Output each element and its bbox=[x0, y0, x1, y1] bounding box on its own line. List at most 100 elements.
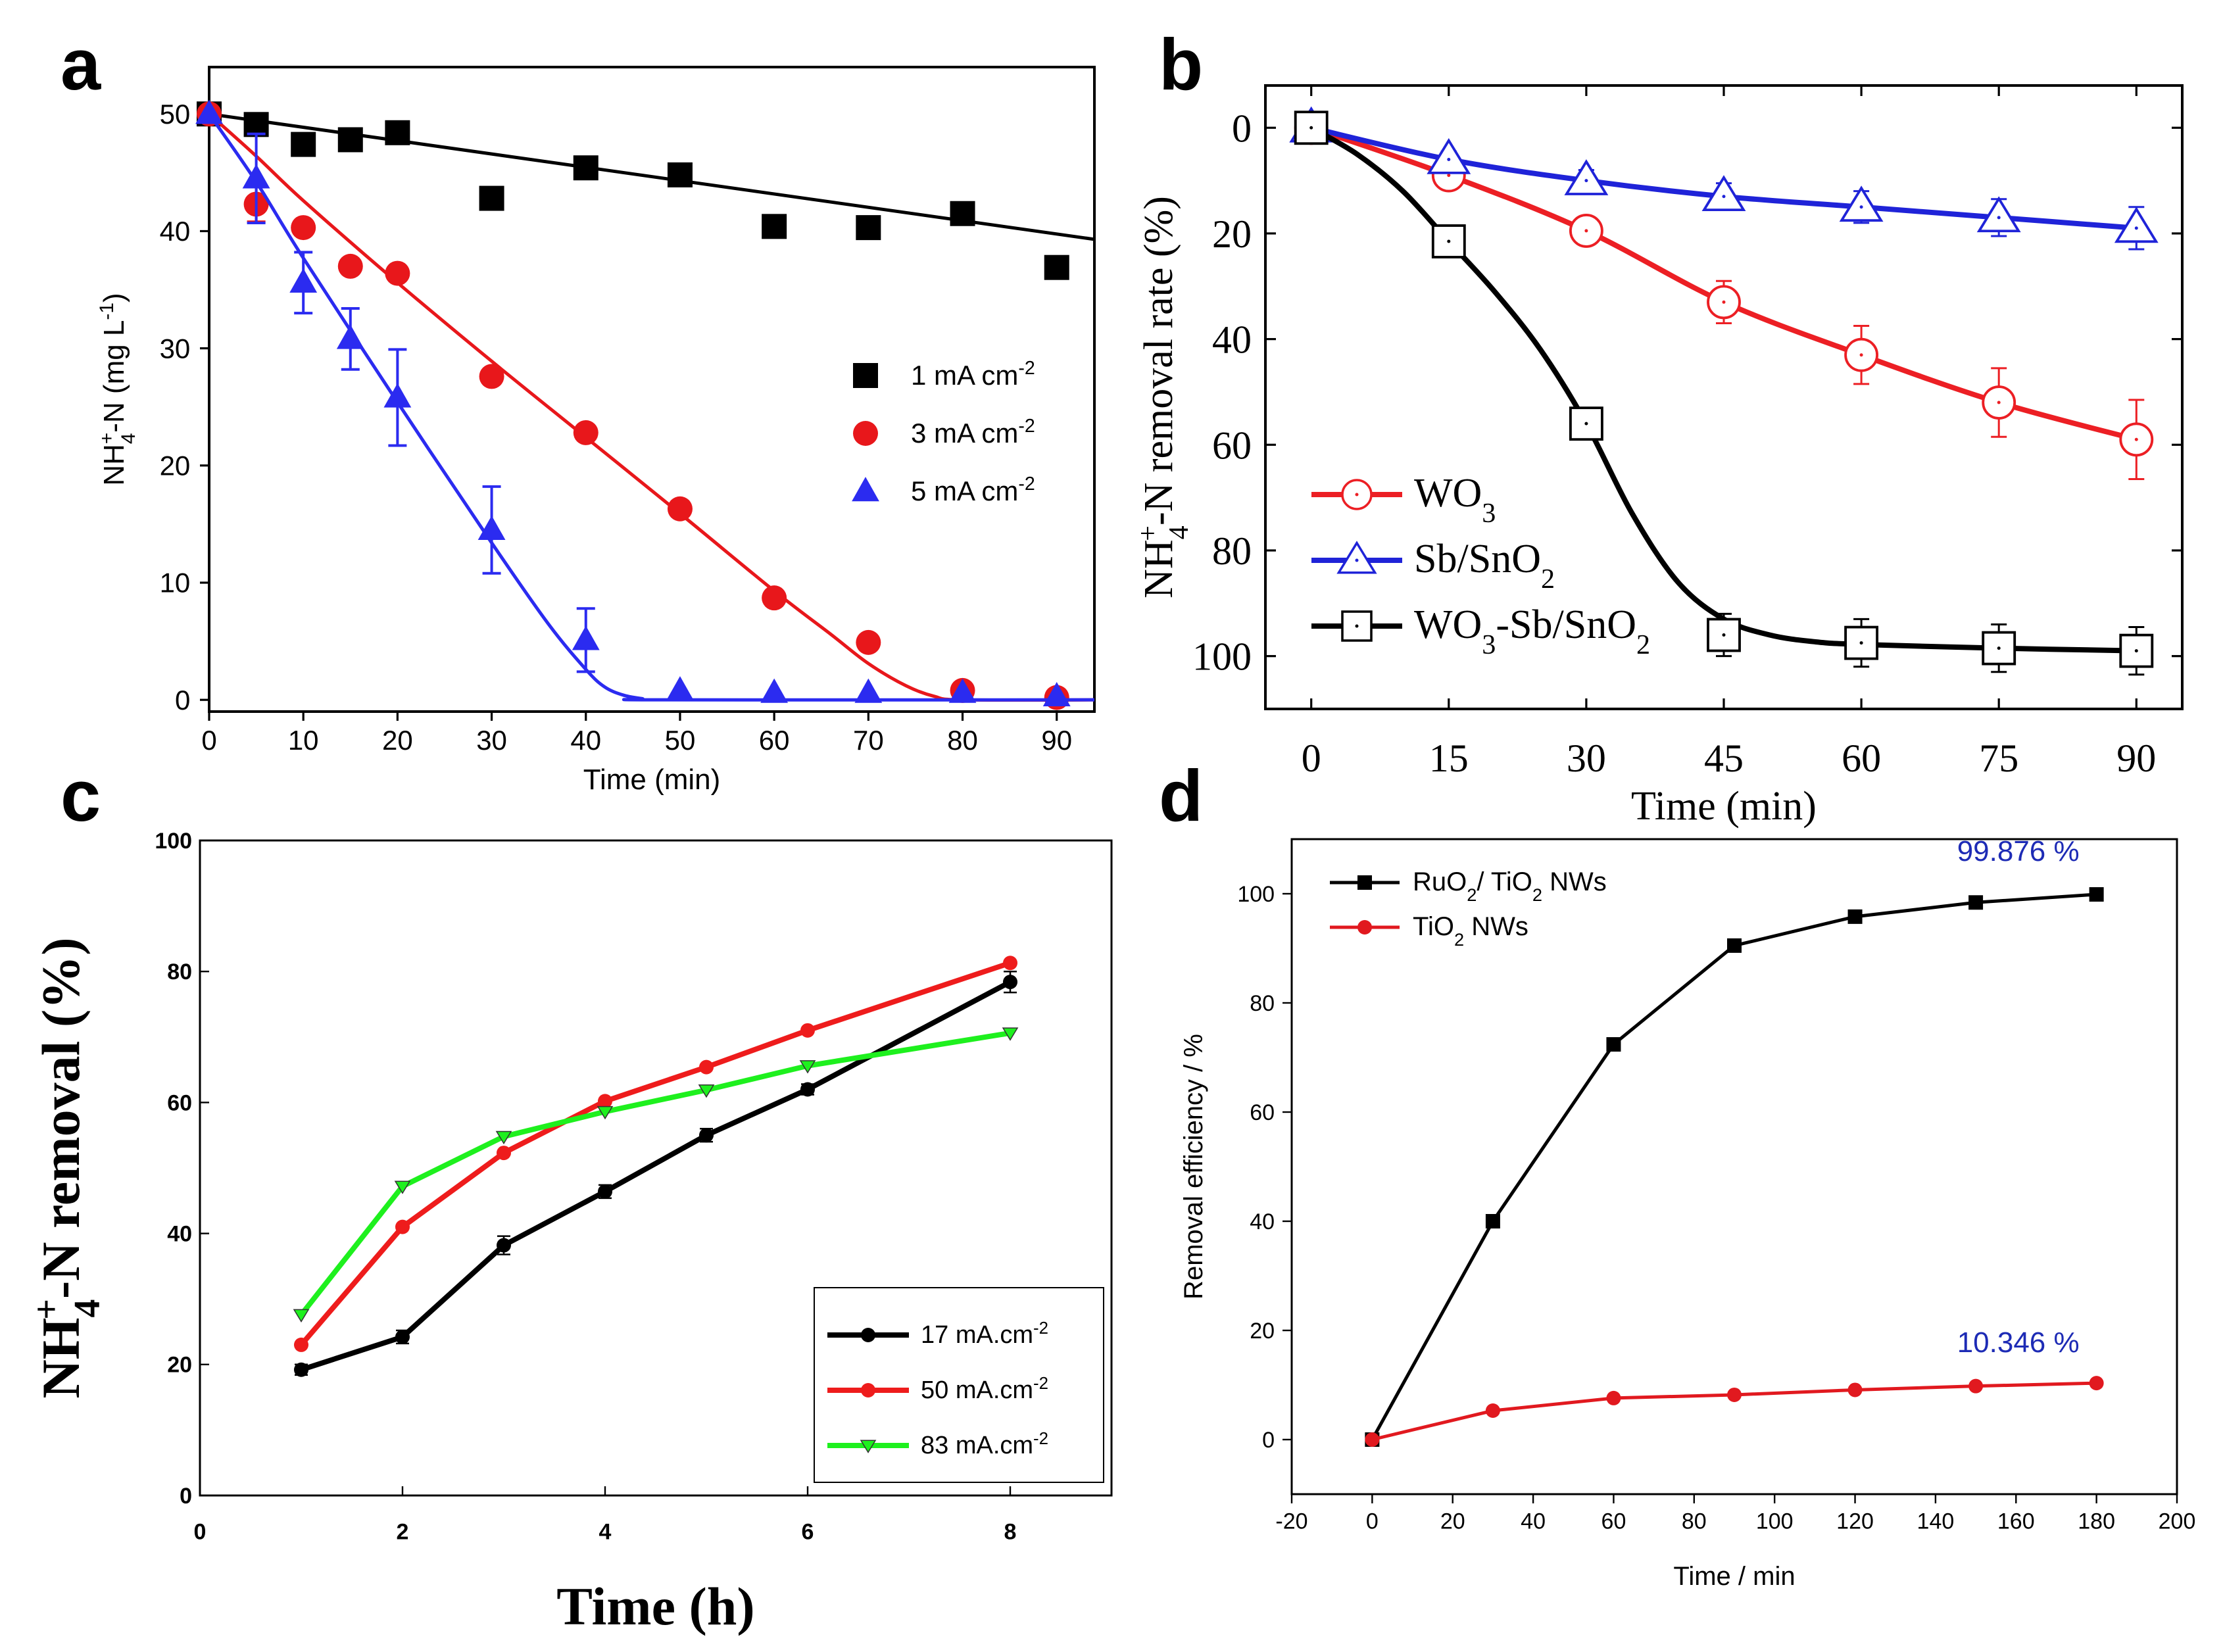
data-point-3 bbox=[195, 99, 223, 124]
data-point-2 bbox=[1003, 956, 1017, 971]
data-point-2 bbox=[385, 260, 410, 286]
legend-marker-1 bbox=[853, 363, 878, 388]
data-point-3 bbox=[1569, 406, 1603, 441]
x-tick-label: 20 bbox=[382, 725, 413, 756]
x-tick-label: 60 bbox=[1842, 737, 1881, 780]
legend-label-2: Sb/SnO2 bbox=[1414, 537, 1555, 595]
legend-marker-2 bbox=[1336, 541, 1377, 574]
x-axis-label: Time (min) bbox=[1631, 784, 1817, 829]
data-point-3 bbox=[394, 1180, 411, 1194]
data-point-2 bbox=[291, 215, 316, 241]
data-point-2 bbox=[479, 364, 504, 389]
plot-frame bbox=[199, 839, 1113, 1497]
x-tick-label: 2 bbox=[397, 1519, 409, 1544]
y-tick-label: 60 bbox=[167, 1090, 192, 1115]
data-point-2 bbox=[1847, 1382, 1863, 1397]
y-tick-label: 0 bbox=[1262, 1428, 1275, 1453]
data-point-3 bbox=[242, 164, 270, 189]
data-point-2 bbox=[1365, 1432, 1380, 1447]
y-tick-label: 30 bbox=[160, 333, 191, 364]
data-point-2 bbox=[497, 1146, 511, 1161]
data-point-1 bbox=[294, 1362, 308, 1377]
x-tick-label: 70 bbox=[853, 725, 884, 756]
panel-label-c: c bbox=[61, 756, 101, 837]
data-point-3 bbox=[289, 268, 318, 293]
data-point-2 bbox=[856, 629, 881, 655]
y-axis-label: NH4+-N (mg L-1) bbox=[96, 293, 139, 485]
data-point-1 bbox=[950, 201, 975, 226]
data-point-2 bbox=[1839, 185, 1884, 222]
x-tick-label: -20 bbox=[1275, 1509, 1307, 1534]
x-tick-label: 8 bbox=[1004, 1519, 1017, 1544]
plot-frame bbox=[208, 66, 1096, 713]
data-point-2 bbox=[800, 1023, 815, 1038]
y-axis-label: Removal efficiency / % bbox=[1179, 1034, 1208, 1300]
legend-label-3: WO3-Sb/SnO2 bbox=[1414, 602, 1650, 660]
data-point-1 bbox=[598, 1184, 612, 1199]
data-point-2 bbox=[1727, 1387, 1742, 1402]
y-tick-label: 60 bbox=[1212, 424, 1252, 467]
y-axis-label: NH4+-N removal rate (%) bbox=[1133, 196, 1194, 598]
x-tick-label: 0 bbox=[1366, 1509, 1379, 1534]
y-tick-label: 60 bbox=[1250, 1100, 1275, 1125]
annotation-2: 10.346 % bbox=[1957, 1326, 2080, 1359]
y-axis-label: NH4+-N removal (%) bbox=[26, 937, 108, 1398]
x-tick-label: 80 bbox=[1682, 1509, 1707, 1534]
x-tick-label: 180 bbox=[2078, 1509, 2115, 1534]
x-tick-label: 20 bbox=[1440, 1509, 1465, 1534]
y-tick-label: 20 bbox=[1250, 1319, 1275, 1344]
data-point-2 bbox=[395, 1219, 410, 1234]
plot-frame bbox=[1290, 838, 2178, 1495]
data-point-2 bbox=[598, 1094, 612, 1109]
data-point-1 bbox=[385, 120, 410, 145]
x-axis-label: Time / min bbox=[1673, 1562, 1795, 1591]
data-point-2 bbox=[2089, 1376, 2104, 1391]
data-point-3 bbox=[1002, 1027, 1019, 1041]
y-tick-label: 40 bbox=[1250, 1209, 1275, 1234]
y-tick-label: 100 bbox=[1237, 882, 1275, 907]
data-point-1 bbox=[1044, 255, 1069, 280]
legend-label-3: 5 mA cm-2 bbox=[911, 474, 1035, 506]
data-point-1 bbox=[1968, 895, 1984, 910]
data-point-3 bbox=[760, 678, 789, 703]
legend-label-1: 17 mA.cm-2 bbox=[921, 1319, 1048, 1349]
y-tick-label: 80 bbox=[1212, 529, 1252, 573]
x-axis-label: Time (min) bbox=[583, 764, 721, 796]
panel-label-d: d bbox=[1159, 756, 1203, 837]
x-tick-label: 0 bbox=[1302, 737, 1321, 780]
data-point-1 bbox=[856, 215, 881, 241]
legend-label-1: 1 mA cm-2 bbox=[911, 358, 1035, 391]
data-point-1 bbox=[667, 162, 693, 187]
x-tick-label: 4 bbox=[599, 1519, 612, 1544]
x-axis-label: Time (h) bbox=[556, 1576, 754, 1636]
x-tick-label: 0 bbox=[194, 1519, 207, 1544]
y-tick-label: 20 bbox=[160, 450, 191, 481]
data-point-1 bbox=[699, 1128, 714, 1143]
data-point-1 bbox=[497, 1238, 511, 1253]
legend-label-1: WO3 bbox=[1414, 471, 1496, 529]
data-point-3 bbox=[293, 1309, 310, 1323]
legend-label-2: 3 mA cm-2 bbox=[911, 416, 1035, 449]
data-point-2 bbox=[1564, 159, 1609, 195]
legend-marker-2 bbox=[861, 1383, 875, 1397]
x-tick-label: 75 bbox=[1979, 737, 2018, 780]
chart-d: -20 0 20 40 60 80 100 120 140 160 180 200 0 20 40 60 80 1… bbox=[1179, 835, 2195, 1591]
x-tick-label: 6 bbox=[802, 1519, 814, 1544]
data-point-1 bbox=[1847, 909, 1863, 924]
data-point-1 bbox=[479, 185, 504, 211]
legend-box bbox=[814, 1287, 1104, 1483]
data-point-3 bbox=[799, 1060, 816, 1074]
data-point-2 bbox=[1968, 1378, 1984, 1394]
y-tick-label: 0 bbox=[175, 685, 190, 716]
data-point-3 bbox=[336, 324, 364, 349]
y-tick-label: 50 bbox=[160, 99, 191, 130]
data-point-3 bbox=[572, 625, 600, 650]
y-tick-label: 0 bbox=[180, 1484, 192, 1509]
data-point-1 bbox=[762, 214, 787, 239]
chart-b: 0 15 30 45 60 75 90 0 20 40 60 80 100 Time (min) NH4+-… bbox=[1133, 84, 2184, 829]
data-point-3 bbox=[1982, 631, 2016, 666]
x-tick-label: 50 bbox=[665, 725, 696, 756]
data-point-1 bbox=[800, 1082, 815, 1097]
